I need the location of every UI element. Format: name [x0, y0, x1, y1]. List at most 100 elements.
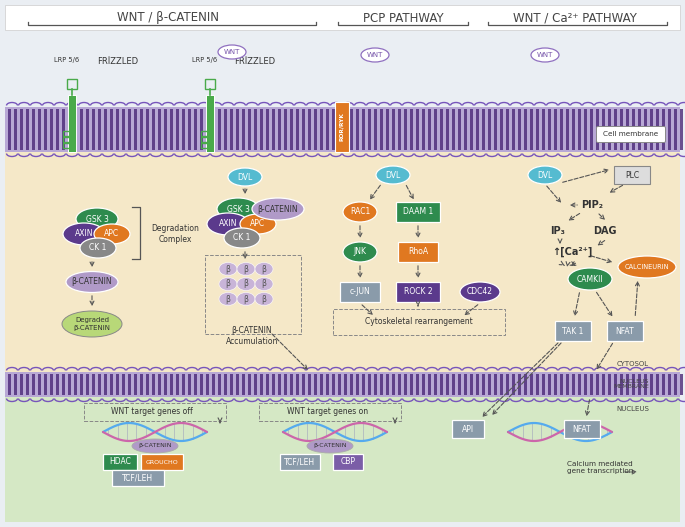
Bar: [205, 79, 215, 89]
Bar: [434, 109, 438, 150]
Bar: [56, 374, 60, 395]
Text: β: β: [244, 279, 249, 288]
Text: PLC: PLC: [625, 171, 639, 180]
Bar: [141, 454, 183, 470]
Bar: [260, 374, 264, 395]
Bar: [470, 109, 473, 150]
Bar: [230, 109, 234, 150]
Bar: [404, 109, 408, 150]
Text: Cytoskeletal rearrangement: Cytoskeletal rearrangement: [365, 317, 473, 327]
Bar: [176, 374, 179, 395]
Bar: [280, 454, 320, 470]
Text: DVL: DVL: [238, 172, 253, 181]
Bar: [218, 109, 221, 150]
Ellipse shape: [219, 292, 237, 306]
Bar: [422, 109, 425, 150]
Bar: [506, 109, 510, 150]
Bar: [134, 374, 138, 395]
Bar: [260, 109, 264, 150]
Bar: [333, 454, 363, 470]
Text: WNT: WNT: [224, 49, 240, 55]
Bar: [236, 374, 240, 395]
Ellipse shape: [343, 242, 377, 262]
Text: FRİZZLED: FRİZZLED: [97, 56, 138, 65]
Bar: [134, 109, 138, 150]
Bar: [278, 374, 282, 395]
Bar: [356, 109, 360, 150]
Text: Degradation
Complex: Degradation Complex: [151, 225, 199, 243]
Bar: [116, 109, 119, 150]
Bar: [128, 109, 132, 150]
Bar: [662, 374, 666, 395]
Bar: [170, 109, 173, 150]
Ellipse shape: [237, 262, 255, 276]
Bar: [662, 109, 666, 150]
Text: IP₃: IP₃: [551, 226, 565, 236]
Text: WNT / β-CATENIN: WNT / β-CATENIN: [117, 12, 219, 24]
Bar: [656, 109, 660, 150]
Bar: [560, 374, 564, 395]
Bar: [452, 109, 456, 150]
Bar: [335, 102, 349, 152]
Bar: [86, 374, 90, 395]
Bar: [536, 109, 540, 150]
Text: AXIN: AXIN: [219, 220, 237, 229]
Ellipse shape: [62, 311, 122, 337]
Bar: [206, 95, 214, 152]
Bar: [488, 109, 492, 150]
Ellipse shape: [618, 256, 676, 278]
Bar: [340, 282, 380, 302]
Bar: [62, 374, 66, 395]
Bar: [266, 374, 269, 395]
Bar: [68, 95, 76, 152]
Bar: [458, 374, 462, 395]
Text: β: β: [225, 265, 230, 274]
Bar: [524, 109, 527, 150]
Bar: [20, 374, 23, 395]
Bar: [506, 374, 510, 395]
Bar: [410, 374, 414, 395]
Bar: [542, 374, 545, 395]
Bar: [38, 374, 42, 395]
Ellipse shape: [255, 278, 273, 290]
Bar: [446, 109, 449, 150]
Text: GROUCHO: GROUCHO: [146, 460, 178, 464]
Bar: [302, 109, 306, 150]
Ellipse shape: [217, 198, 259, 220]
Ellipse shape: [240, 214, 276, 234]
Bar: [68, 374, 71, 395]
Bar: [272, 374, 275, 395]
Bar: [596, 109, 599, 150]
Bar: [396, 282, 440, 302]
Text: β-CATENIN: β-CATENIN: [72, 278, 112, 287]
Text: β: β: [225, 279, 230, 288]
Text: GSK 3: GSK 3: [227, 204, 249, 213]
Ellipse shape: [219, 278, 237, 290]
Bar: [8, 109, 12, 150]
Bar: [320, 109, 323, 150]
Bar: [236, 109, 240, 150]
Bar: [398, 374, 401, 395]
Bar: [422, 374, 425, 395]
Ellipse shape: [63, 223, 105, 245]
Bar: [500, 374, 503, 395]
Text: WNT target genes on: WNT target genes on: [288, 407, 369, 416]
Bar: [103, 454, 137, 470]
Bar: [464, 109, 467, 150]
Bar: [410, 109, 414, 150]
Text: AXIN: AXIN: [75, 229, 93, 239]
Text: β-CATENIN
Accumulation: β-CATENIN Accumulation: [226, 326, 278, 346]
Bar: [201, 137, 208, 142]
Text: NFAT: NFAT: [616, 327, 634, 336]
Bar: [608, 109, 612, 150]
Bar: [224, 109, 227, 150]
Text: DAG: DAG: [593, 226, 616, 236]
Text: PIP₂: PIP₂: [581, 200, 603, 210]
Bar: [542, 109, 545, 150]
Bar: [188, 109, 192, 150]
Bar: [62, 109, 66, 150]
Bar: [86, 109, 90, 150]
Bar: [254, 109, 258, 150]
Bar: [350, 109, 353, 150]
Ellipse shape: [207, 213, 249, 235]
